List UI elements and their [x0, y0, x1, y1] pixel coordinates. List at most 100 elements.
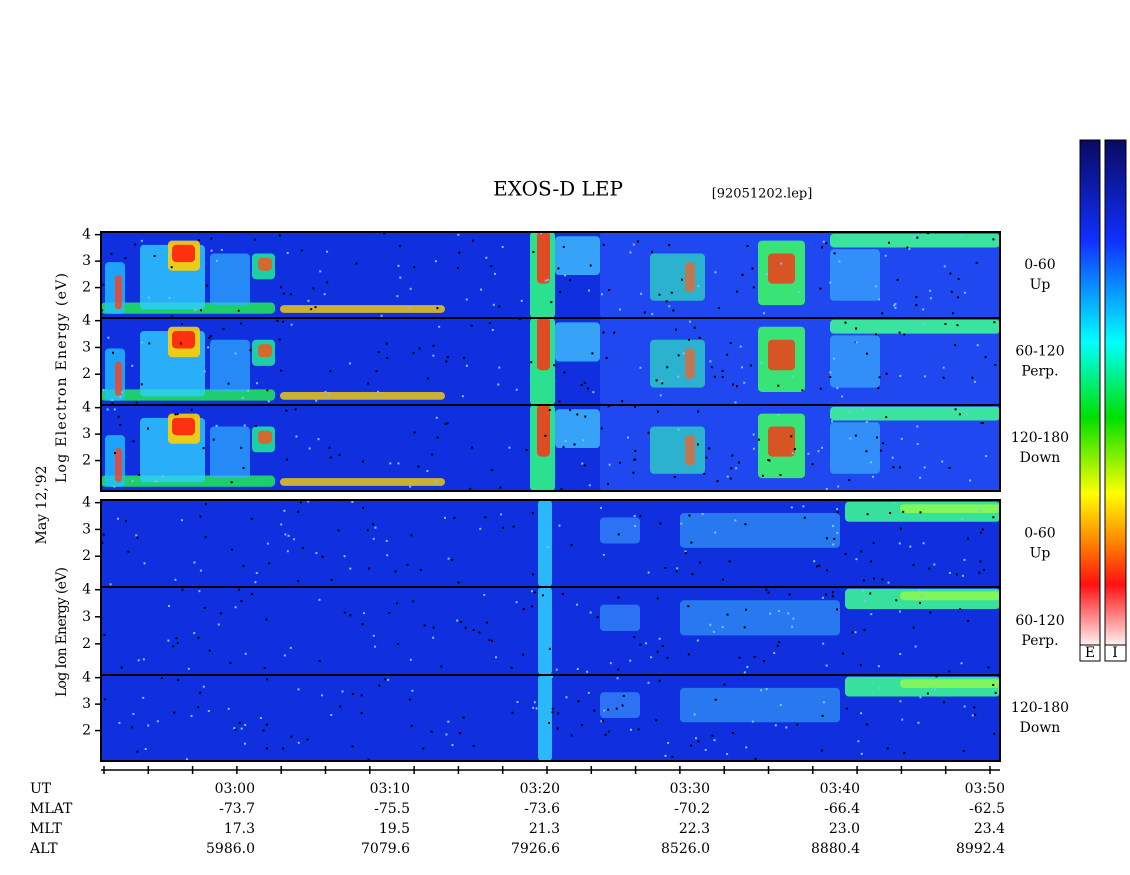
- speckle: [241, 397, 244, 400]
- speckle: [349, 362, 352, 365]
- speckle: [647, 431, 650, 434]
- speckle: [600, 720, 603, 723]
- speckle: [136, 750, 139, 753]
- speckle: [917, 721, 920, 724]
- speckle: [518, 318, 521, 321]
- speckle: [752, 286, 755, 289]
- speckle: [604, 733, 607, 736]
- speckle: [193, 561, 196, 564]
- speckle: [666, 656, 669, 659]
- speckle: [665, 300, 668, 303]
- speckle: [535, 707, 538, 710]
- speckle: [557, 712, 560, 715]
- speckle: [774, 724, 777, 727]
- speckle: [265, 678, 268, 681]
- speckle: [983, 568, 986, 571]
- spectrogram-feature: [685, 435, 695, 466]
- speckle: [181, 322, 184, 325]
- speckle: [573, 443, 576, 446]
- speckle: [409, 287, 412, 290]
- speckle: [600, 293, 603, 296]
- speckle: [829, 371, 832, 374]
- speckle: [929, 611, 932, 614]
- speckle: [873, 577, 876, 580]
- speckle: [714, 698, 717, 701]
- speckle: [994, 364, 997, 367]
- speckle: [844, 553, 847, 556]
- speckle: [242, 564, 245, 567]
- speckle: [330, 578, 333, 581]
- speckle: [975, 262, 978, 265]
- speckle: [156, 720, 159, 723]
- speckle: [862, 589, 865, 592]
- speckle: [721, 375, 724, 378]
- speckle: [895, 599, 898, 602]
- speckle: [386, 554, 389, 557]
- speckle: [237, 309, 240, 312]
- speckle: [900, 437, 903, 440]
- speckle: [919, 696, 922, 699]
- table-cell: -73.7: [219, 801, 255, 817]
- speckle: [916, 236, 919, 239]
- speckle: [533, 591, 536, 594]
- speckle: [746, 244, 749, 247]
- speckle: [993, 732, 996, 735]
- speckle: [372, 537, 375, 540]
- speckle: [562, 245, 565, 248]
- speckle: [170, 266, 173, 269]
- speckle: [779, 703, 782, 706]
- speckle: [456, 619, 459, 622]
- speckle: [173, 711, 176, 714]
- speckle: [290, 735, 293, 738]
- speckle: [412, 600, 415, 603]
- speckle: [687, 605, 690, 608]
- speckle: [703, 472, 706, 475]
- speckle: [832, 524, 835, 527]
- speckle: [548, 647, 551, 650]
- speckle: [326, 250, 329, 253]
- speckle: [586, 670, 589, 673]
- speckle: [822, 701, 825, 704]
- speckle: [765, 688, 768, 691]
- speckle: [208, 649, 211, 652]
- speckle: [687, 653, 690, 656]
- speckle: [600, 427, 603, 430]
- speckle: [872, 475, 875, 478]
- speckle: [658, 637, 661, 640]
- speckle: [901, 718, 904, 721]
- table-cell: 23.4: [974, 821, 1005, 837]
- speckle: [315, 399, 318, 402]
- speckle: [148, 342, 151, 345]
- speckle: [168, 605, 171, 608]
- speckle: [976, 344, 979, 347]
- speckle: [589, 611, 592, 614]
- speckle: [515, 601, 518, 604]
- table-cell: -66.4: [824, 801, 860, 817]
- speckle: [141, 341, 144, 344]
- speckle: [418, 347, 421, 350]
- speckle: [644, 642, 647, 645]
- table-cell: 8992.4: [956, 841, 1005, 857]
- speckle: [570, 543, 573, 546]
- speckle: [297, 688, 300, 691]
- speckle: [874, 333, 877, 336]
- speckle: [844, 321, 847, 324]
- speckle: [879, 449, 882, 452]
- speckle: [954, 408, 957, 411]
- speckle: [397, 264, 400, 267]
- speckle: [491, 329, 494, 332]
- speckle: [240, 727, 243, 730]
- speckle: [639, 643, 642, 646]
- speckle: [411, 689, 414, 692]
- speckle: [471, 239, 474, 242]
- colorbar-i: [1104, 139, 1127, 646]
- speckle: [735, 290, 738, 293]
- speckle: [735, 385, 738, 388]
- speckle: [557, 267, 560, 270]
- speckle: [508, 446, 511, 449]
- speckle: [177, 678, 180, 681]
- row-header: MLT: [30, 821, 62, 837]
- spectrogram-feature: [172, 244, 195, 263]
- panel-direction: Perp.: [1021, 633, 1058, 649]
